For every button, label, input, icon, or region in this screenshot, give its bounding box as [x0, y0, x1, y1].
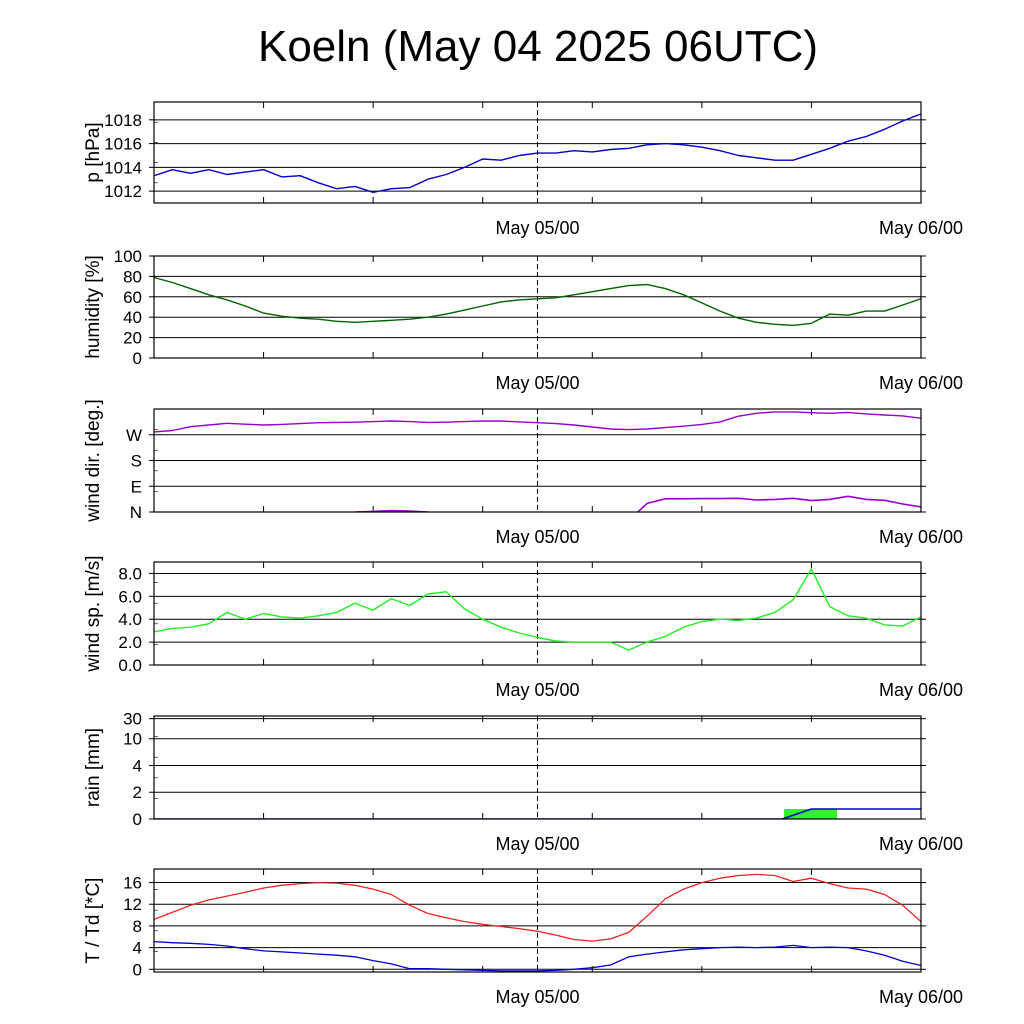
- y-tick-label: N: [130, 503, 142, 522]
- series-line: [154, 276, 921, 327]
- y-tick-label: 0: [133, 349, 142, 368]
- y-tick-label: 16: [123, 874, 142, 893]
- plot-frame: [153, 868, 922, 973]
- series-group: [154, 276, 921, 327]
- x-tick-label: May 05/00: [495, 987, 579, 1007]
- y-tick-label: 80: [123, 267, 142, 286]
- series-group: [154, 808, 921, 819]
- series-line-0: [154, 873, 921, 942]
- y-tick-label: 2.0: [118, 633, 142, 652]
- y-tick-label: 6.0: [118, 587, 142, 606]
- x-tick-label: May 05/00: [495, 834, 579, 854]
- x-tick-label: May 06/00: [879, 680, 963, 700]
- y-tick-label: 1018: [104, 111, 142, 130]
- y-axis-label: wind sp. [m/s]: [83, 555, 104, 672]
- y-tick-label: W: [126, 426, 142, 445]
- y-tick-label: 2: [133, 783, 142, 802]
- chart-panel-5: 0 4 8 12 16 T / Td [*C] May 05/00 May 06/00: [83, 868, 963, 1007]
- plot-frame: [153, 255, 922, 359]
- chart-panel-3: 0.0 2.0 4.0 6.0 8.0 wind sp. [m/s] May 05/00 Ma…: [83, 555, 963, 700]
- y-tick-label: E: [131, 477, 142, 496]
- y-tick-label: 30: [123, 710, 142, 729]
- y-tick-label: 100: [114, 247, 142, 266]
- y-tick-label: 4.0: [118, 610, 142, 629]
- plot-frame: [153, 408, 922, 513]
- y-axis-label: wind dir. [deg.]: [83, 399, 104, 523]
- y-axis-label: rain [mm]: [83, 728, 104, 807]
- x-tick-label: May 05/00: [495, 680, 579, 700]
- y-tick-label: 4: [133, 939, 142, 958]
- y-axis-label: T / Td [*C]: [83, 878, 104, 964]
- x-tick-label: May 06/00: [879, 987, 963, 1007]
- y-tick-label: 12: [123, 895, 142, 914]
- wrap-segment-1: [637, 495, 921, 512]
- series-line: [154, 411, 921, 433]
- x-tick-label: May 05/00: [495, 527, 579, 547]
- y-tick-label: 8.0: [118, 564, 142, 583]
- y-tick-label: 1016: [104, 135, 142, 154]
- y-tick-label: 0: [133, 960, 142, 979]
- y-axis-label: p [hPa]: [83, 122, 104, 182]
- y-tick-label: 0: [133, 810, 142, 829]
- y-tick-label: 8: [133, 917, 142, 936]
- y-tick-label: 10: [123, 730, 142, 749]
- plot-frame: [153, 715, 922, 820]
- series-group: [154, 113, 921, 194]
- series-line: [154, 113, 921, 194]
- series-group: [154, 873, 921, 972]
- series-group: [154, 568, 921, 651]
- series-line-1: [154, 940, 921, 972]
- y-tick-label: 40: [123, 308, 142, 327]
- x-tick-label: May 06/00: [879, 527, 963, 547]
- y-tick-label: 0.0: [118, 656, 142, 675]
- x-tick-label: May 05/00: [495, 373, 579, 393]
- rain-accumulation-line: [154, 808, 921, 819]
- y-tick-label: 4: [133, 756, 142, 775]
- y-tick-label: 60: [123, 288, 142, 307]
- x-tick-label: May 06/00: [879, 373, 963, 393]
- y-tick-label: 1012: [104, 182, 142, 201]
- plot-frame: [153, 101, 922, 204]
- chart-title: Koeln (May 04 2025 06UTC): [257, 22, 819, 71]
- y-tick-label: 20: [123, 329, 142, 348]
- x-tick-label: May 06/00: [879, 834, 963, 854]
- y-tick-label: 1014: [104, 158, 142, 177]
- x-tick-label: May 06/00: [879, 218, 963, 238]
- y-tick-label: S: [131, 452, 142, 471]
- y-axis-label: humidity [%]: [83, 255, 104, 358]
- x-tick-label: May 05/00: [495, 218, 579, 238]
- series-line: [154, 568, 921, 651]
- plot-frame: [153, 561, 922, 666]
- rain-bar: [784, 808, 837, 819]
